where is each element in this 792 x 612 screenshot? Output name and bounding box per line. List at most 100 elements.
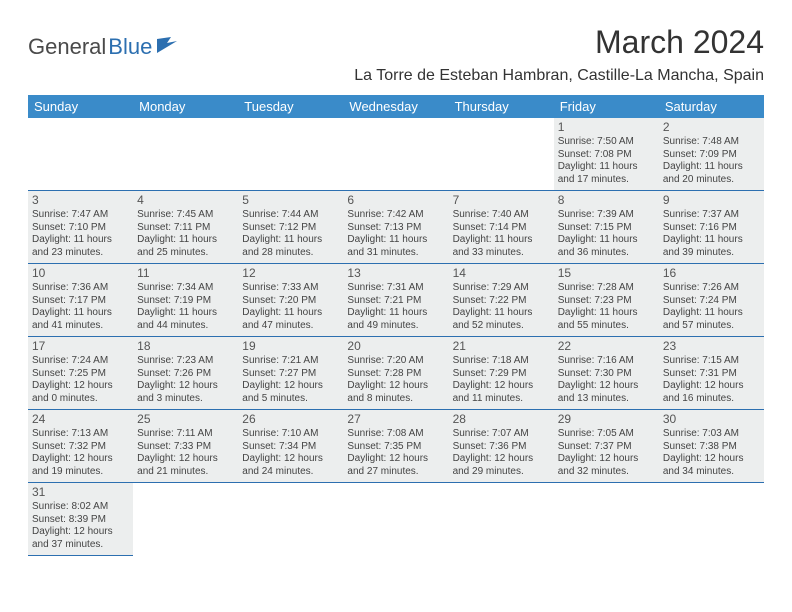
day-number: 5 — [242, 193, 339, 208]
calendar-day-cell: 20Sunrise: 7:20 AMSunset: 7:28 PMDayligh… — [343, 337, 448, 410]
calendar-day-cell — [343, 118, 448, 191]
calendar-day-cell: 27Sunrise: 7:08 AMSunset: 7:35 PMDayligh… — [343, 410, 448, 483]
day-number: 22 — [558, 339, 655, 354]
calendar-day-cell — [238, 118, 343, 191]
day-number: 3 — [32, 193, 129, 208]
calendar-day-cell — [238, 483, 343, 556]
daylight-text: Daylight: 12 hours and 34 minutes. — [663, 453, 760, 478]
sunset-text: Sunset: 7:33 PM — [137, 441, 234, 454]
day-number: 18 — [137, 339, 234, 354]
calendar-day-cell: 12Sunrise: 7:33 AMSunset: 7:20 PMDayligh… — [238, 264, 343, 337]
sunset-text: Sunset: 7:23 PM — [558, 295, 655, 308]
logo: General Blue — [28, 34, 179, 60]
calendar-day-cell: 15Sunrise: 7:28 AMSunset: 7:23 PMDayligh… — [554, 264, 659, 337]
calendar-day-cell: 7Sunrise: 7:40 AMSunset: 7:14 PMDaylight… — [449, 191, 554, 264]
sunset-text: Sunset: 7:38 PM — [663, 441, 760, 454]
daylight-text: Daylight: 12 hours and 13 minutes. — [558, 380, 655, 405]
calendar-day-cell — [659, 483, 764, 556]
sunset-text: Sunset: 7:09 PM — [663, 149, 760, 162]
header: General Blue March 2024 La Torre de Este… — [28, 24, 764, 85]
calendar-day-cell — [133, 118, 238, 191]
sunrise-text: Sunrise: 8:02 AM — [32, 501, 129, 514]
calendar-day-cell: 25Sunrise: 7:11 AMSunset: 7:33 PMDayligh… — [133, 410, 238, 483]
daylight-text: Daylight: 11 hours and 23 minutes. — [32, 234, 129, 259]
calendar-day-cell: 29Sunrise: 7:05 AMSunset: 7:37 PMDayligh… — [554, 410, 659, 483]
sunset-text: Sunset: 7:26 PM — [137, 368, 234, 381]
sunrise-text: Sunrise: 7:21 AM — [242, 355, 339, 368]
sunrise-text: Sunrise: 7:03 AM — [663, 428, 760, 441]
sunrise-text: Sunrise: 7:37 AM — [663, 209, 760, 222]
sunset-text: Sunset: 8:39 PM — [32, 514, 129, 527]
sunrise-text: Sunrise: 7:11 AM — [137, 428, 234, 441]
daylight-text: Daylight: 11 hours and 39 minutes. — [663, 234, 760, 259]
weekday-header: Wednesday — [343, 95, 448, 118]
daylight-text: Daylight: 12 hours and 0 minutes. — [32, 380, 129, 405]
day-number: 24 — [32, 412, 129, 427]
calendar-week-row: 3Sunrise: 7:47 AMSunset: 7:10 PMDaylight… — [28, 191, 764, 264]
daylight-text: Daylight: 11 hours and 17 minutes. — [558, 161, 655, 186]
sunrise-text: Sunrise: 7:07 AM — [453, 428, 550, 441]
calendar-day-cell: 11Sunrise: 7:34 AMSunset: 7:19 PMDayligh… — [133, 264, 238, 337]
sunrise-text: Sunrise: 7:18 AM — [453, 355, 550, 368]
calendar-day-cell: 2Sunrise: 7:48 AMSunset: 7:09 PMDaylight… — [659, 118, 764, 191]
sunset-text: Sunset: 7:30 PM — [558, 368, 655, 381]
sunrise-text: Sunrise: 7:23 AM — [137, 355, 234, 368]
day-number: 6 — [347, 193, 444, 208]
weekday-header-row: SundayMondayTuesdayWednesdayThursdayFrid… — [28, 95, 764, 118]
calendar-day-cell: 24Sunrise: 7:13 AMSunset: 7:32 PMDayligh… — [28, 410, 133, 483]
sunset-text: Sunset: 7:15 PM — [558, 222, 655, 235]
daylight-text: Daylight: 11 hours and 49 minutes. — [347, 307, 444, 332]
sunset-text: Sunset: 7:08 PM — [558, 149, 655, 162]
daylight-text: Daylight: 12 hours and 3 minutes. — [137, 380, 234, 405]
sunset-text: Sunset: 7:25 PM — [32, 368, 129, 381]
logo-text-general: General — [28, 34, 106, 60]
calendar-day-cell: 17Sunrise: 7:24 AMSunset: 7:25 PMDayligh… — [28, 337, 133, 410]
calendar-day-cell: 6Sunrise: 7:42 AMSunset: 7:13 PMDaylight… — [343, 191, 448, 264]
sunset-text: Sunset: 7:37 PM — [558, 441, 655, 454]
weekday-header: Saturday — [659, 95, 764, 118]
day-number: 12 — [242, 266, 339, 281]
calendar-day-cell — [133, 483, 238, 556]
day-number: 14 — [453, 266, 550, 281]
sunset-text: Sunset: 7:13 PM — [347, 222, 444, 235]
sunrise-text: Sunrise: 7:47 AM — [32, 209, 129, 222]
sunset-text: Sunset: 7:14 PM — [453, 222, 550, 235]
day-number: 28 — [453, 412, 550, 427]
calendar-day-cell: 4Sunrise: 7:45 AMSunset: 7:11 PMDaylight… — [133, 191, 238, 264]
calendar-week-row: 1Sunrise: 7:50 AMSunset: 7:08 PMDaylight… — [28, 118, 764, 191]
day-number: 16 — [663, 266, 760, 281]
daylight-text: Daylight: 12 hours and 21 minutes. — [137, 453, 234, 478]
day-number: 11 — [137, 266, 234, 281]
daylight-text: Daylight: 12 hours and 11 minutes. — [453, 380, 550, 405]
sunset-text: Sunset: 7:10 PM — [32, 222, 129, 235]
sunrise-text: Sunrise: 7:48 AM — [663, 136, 760, 149]
sunrise-text: Sunrise: 7:10 AM — [242, 428, 339, 441]
daylight-text: Daylight: 11 hours and 20 minutes. — [663, 161, 760, 186]
daylight-text: Daylight: 12 hours and 5 minutes. — [242, 380, 339, 405]
day-number: 15 — [558, 266, 655, 281]
day-number: 4 — [137, 193, 234, 208]
day-number: 7 — [453, 193, 550, 208]
calendar-day-cell: 9Sunrise: 7:37 AMSunset: 7:16 PMDaylight… — [659, 191, 764, 264]
day-number: 10 — [32, 266, 129, 281]
daylight-text: Daylight: 12 hours and 27 minutes. — [347, 453, 444, 478]
calendar-day-cell: 8Sunrise: 7:39 AMSunset: 7:15 PMDaylight… — [554, 191, 659, 264]
sunset-text: Sunset: 7:29 PM — [453, 368, 550, 381]
location: La Torre de Esteban Hambran, Castille-La… — [354, 67, 764, 85]
calendar-day-cell: 14Sunrise: 7:29 AMSunset: 7:22 PMDayligh… — [449, 264, 554, 337]
day-number: 17 — [32, 339, 129, 354]
day-number: 29 — [558, 412, 655, 427]
calendar-day-cell: 28Sunrise: 7:07 AMSunset: 7:36 PMDayligh… — [449, 410, 554, 483]
weekday-header: Monday — [133, 95, 238, 118]
calendar-day-cell — [28, 118, 133, 191]
calendar-day-cell: 1Sunrise: 7:50 AMSunset: 7:08 PMDaylight… — [554, 118, 659, 191]
calendar-day-cell: 10Sunrise: 7:36 AMSunset: 7:17 PMDayligh… — [28, 264, 133, 337]
weekday-header: Thursday — [449, 95, 554, 118]
sunrise-text: Sunrise: 7:16 AM — [558, 355, 655, 368]
sunrise-text: Sunrise: 7:45 AM — [137, 209, 234, 222]
day-number: 25 — [137, 412, 234, 427]
calendar-day-cell: 13Sunrise: 7:31 AMSunset: 7:21 PMDayligh… — [343, 264, 448, 337]
sunrise-text: Sunrise: 7:24 AM — [32, 355, 129, 368]
sunset-text: Sunset: 7:28 PM — [347, 368, 444, 381]
weekday-header: Friday — [554, 95, 659, 118]
